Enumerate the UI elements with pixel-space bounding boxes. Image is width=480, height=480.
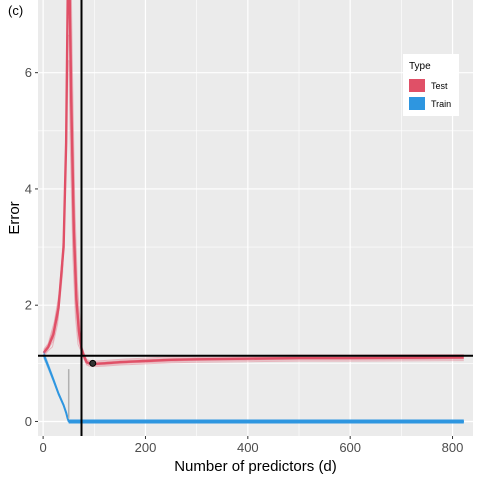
- series-line-test: [42, 0, 464, 366]
- x-tick-label: 800: [442, 440, 464, 455]
- series-line-train: [42, 354, 464, 423]
- x-axis-title: Number of predictors (d): [174, 458, 337, 475]
- y-tick-label: 4: [25, 181, 32, 196]
- legend: Type Test Train: [403, 54, 459, 116]
- legend-key-train: [409, 97, 425, 110]
- panel-tag: (c): [8, 3, 23, 18]
- legend-title: Type: [409, 61, 431, 72]
- marked-point: [89, 359, 97, 367]
- x-tick-label: 200: [135, 440, 157, 455]
- x-tick-label: 0: [40, 440, 47, 455]
- legend-label-train: Train: [431, 99, 451, 109]
- x-tick-label: 400: [237, 440, 259, 455]
- data-series: [42, 0, 464, 424]
- y-tick-label: 0: [25, 414, 32, 429]
- legend-key-test: [409, 79, 425, 92]
- grid-lines: [38, 0, 473, 436]
- reference-lines: [38, 0, 473, 436]
- y-tick-label: 2: [25, 298, 32, 313]
- axes: 0 200 400 600 800 0 2 4 6: [25, 65, 464, 455]
- x-tick-label: 600: [339, 440, 361, 455]
- legend-label-test: Test: [431, 81, 448, 91]
- y-tick-label: 6: [25, 65, 32, 80]
- y-axis-title: Error: [6, 201, 23, 234]
